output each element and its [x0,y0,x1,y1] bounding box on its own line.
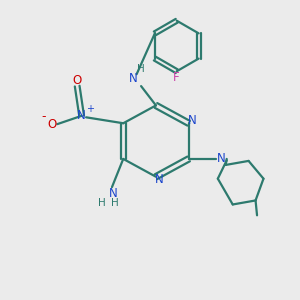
Text: O: O [73,74,82,87]
Text: N: N [217,152,226,165]
Text: H: H [111,199,119,208]
Text: +: + [86,104,94,114]
Text: N: N [155,172,164,186]
Text: -: - [41,110,46,123]
Text: H: H [136,64,144,74]
Text: N: N [128,72,137,85]
Text: N: N [109,187,117,200]
Text: F: F [173,71,179,84]
Text: N: N [77,109,86,122]
Text: N: N [188,114,197,128]
Text: O: O [47,118,56,131]
Text: H: H [98,199,106,208]
